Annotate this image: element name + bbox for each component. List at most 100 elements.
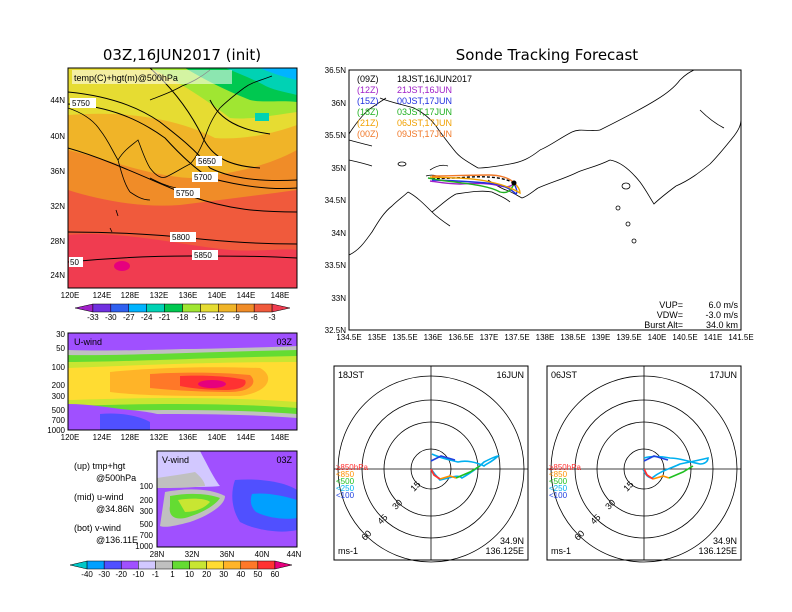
- hodograph-trace: [430, 468, 441, 480]
- map-lat-ticks: 44N 40N 36N 32N 28N 24N: [50, 96, 65, 280]
- lat-tick: 33.5N: [325, 261, 347, 270]
- colorbar-swatch: [155, 560, 173, 570]
- run-label: (21Z): [357, 118, 379, 128]
- p-tick: 500: [140, 520, 154, 529]
- contour-label: 5750: [72, 99, 90, 108]
- panel-legend: (up) tmp+hgt @500hPa (mid) u-wind @34.86…: [74, 461, 138, 545]
- lon-tick: 139.5E: [616, 333, 641, 342]
- lon-tick: 124E: [93, 291, 112, 300]
- colorbar-swatch: [103, 560, 122, 570]
- colorbar-label: -21: [159, 313, 171, 322]
- lat-tick: 36N: [331, 99, 346, 108]
- level-legend: <500: [336, 477, 355, 486]
- level-legend: <850: [336, 470, 355, 479]
- p-tick: 700: [140, 531, 154, 540]
- trajectory-line: [431, 174, 515, 184]
- legend-line: (up) tmp+hgt: [74, 461, 126, 471]
- lon-tick: 141E: [704, 333, 723, 342]
- uwind-p-ticks: 30 50 100 200 300 500 700 1000: [47, 330, 65, 435]
- contour-label: 5850: [194, 251, 212, 260]
- level-legend: ≥850hPa: [336, 463, 369, 472]
- ring-label: 30: [390, 497, 404, 511]
- colorbar-swatch: [218, 303, 237, 313]
- p-tick: 200: [52, 381, 66, 390]
- colorbar-swatch: [182, 303, 201, 313]
- map-label: temp(C)+hgt(m)@500hPa: [74, 73, 178, 83]
- hodograph-lon: 136.125E: [485, 546, 524, 556]
- uwind-frame: [67, 332, 298, 431]
- p-tick: 500: [52, 406, 66, 415]
- vwind-frame: [156, 450, 298, 548]
- p-tick: 200: [140, 496, 154, 505]
- level-legend: <250: [549, 484, 568, 493]
- hodograph-trace: [643, 468, 654, 480]
- ring-label: 60: [572, 528, 586, 542]
- colorbar-swatch: [172, 560, 190, 570]
- lat-tick: 32N: [50, 202, 65, 211]
- ring-label: 45: [375, 512, 389, 526]
- lat-tick: 36N: [50, 167, 65, 176]
- lon-tick: 120E: [61, 433, 80, 442]
- level-legend: <850: [549, 470, 568, 479]
- lat-tick: 28N: [50, 237, 65, 246]
- param-key: VDW=: [657, 310, 683, 320]
- lon-tick: 136E: [179, 291, 198, 300]
- colorbar-label: -30: [105, 313, 117, 322]
- lon-tick: 141.5E: [728, 333, 753, 342]
- legend-line: @34.86N: [96, 504, 134, 514]
- colorbar-label: -20: [115, 570, 127, 579]
- colorbar-swatch: [206, 560, 224, 570]
- param-box: VUP= 6.0 m/s VDW= -3.0 m/s Burst Alt= 34…: [644, 300, 738, 330]
- lat-tick: 24N: [50, 271, 65, 280]
- lon-tick: 135.5E: [392, 333, 417, 342]
- run-launch-time: 21JST,16JUN: [397, 85, 452, 95]
- p-tick: 100: [52, 363, 66, 372]
- vwind-title: V-wind: [162, 455, 189, 465]
- ring-label: 30: [603, 497, 617, 511]
- right-title: Sonde Tracking Forecast: [456, 46, 639, 64]
- lat-tick: 40N: [255, 550, 270, 559]
- track-lat-ticks: 36.5N 36N 35.5N 35N 34.5N 34N 33.5N 33N …: [325, 66, 347, 335]
- colorbar-label: -6: [251, 313, 259, 322]
- uwind-title: U-wind: [74, 337, 102, 347]
- p-tick: 50: [56, 344, 65, 353]
- lon-tick: 128E: [121, 433, 140, 442]
- lon-tick: 140E: [208, 433, 227, 442]
- lat-tick: 40N: [50, 132, 65, 141]
- hodograph-lat: 34.9N: [713, 536, 737, 546]
- contour-label: 5650: [198, 157, 216, 166]
- vwind-p-ticks: 100 200 300 500 700 1000: [135, 482, 153, 551]
- lon-tick: 138E: [536, 333, 555, 342]
- colorbar-label: -15: [195, 313, 207, 322]
- trajectory-line: [429, 180, 515, 188]
- track-islands: [397, 161, 637, 244]
- track-map-frame: [348, 69, 742, 331]
- level-legend: <250: [336, 484, 355, 493]
- lat-tick: 32.5N: [325, 326, 347, 335]
- hodograph-time: 18JST: [338, 370, 365, 380]
- lon-tick: 137.5E: [504, 333, 529, 342]
- colorbar-swatch: [271, 303, 291, 313]
- hodograph-trace: [439, 475, 457, 480]
- hodograph-trace: [455, 465, 481, 479]
- colorbar-swatch: [189, 560, 207, 570]
- legend-line: (mid) u-wind: [74, 492, 124, 502]
- colorbar-swatch: [200, 303, 219, 313]
- lon-tick: 124E: [93, 433, 112, 442]
- param-value: 34.0 km: [706, 320, 738, 330]
- lon-tick: 138.5E: [560, 333, 585, 342]
- colorbar-swatch: [253, 303, 273, 313]
- p-tick: 30: [56, 330, 65, 339]
- colorbar-swatch: [86, 560, 105, 570]
- lat-tick: 32N: [185, 550, 200, 559]
- lon-tick: 140E: [648, 333, 667, 342]
- lat-tick: 36.5N: [325, 66, 347, 75]
- hodograph-date: 16JUN: [496, 370, 524, 380]
- colorbar-label: -9: [233, 313, 241, 322]
- lon-tick: 148E: [271, 291, 290, 300]
- colorbar-swatch: [257, 560, 276, 570]
- lon-tick: 137E: [480, 333, 499, 342]
- ring-label: 60: [359, 528, 373, 542]
- uwind-lon-ticks: 120E 124E 128E 132E 136E 140E 144E 148E: [61, 433, 290, 442]
